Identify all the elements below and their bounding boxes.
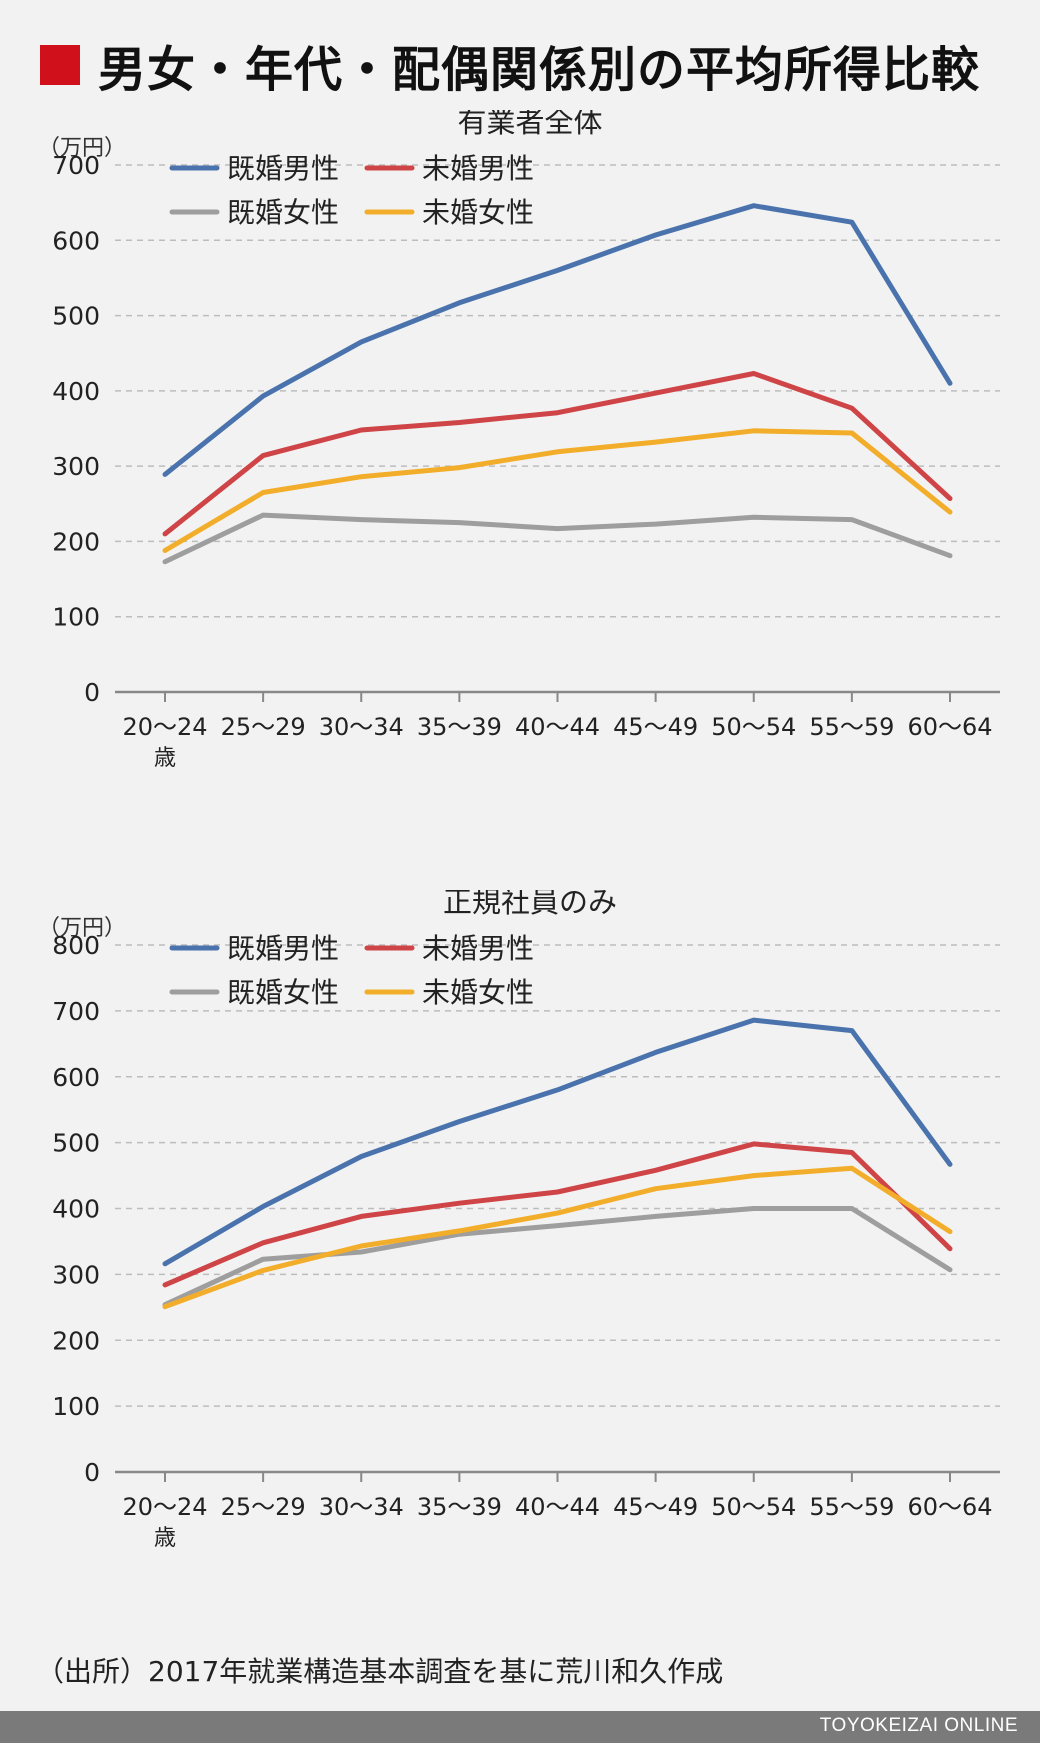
series-line [162,203,953,477]
x-tick-label: 35〜39 [417,713,502,741]
header: 男女・年代・配偶関係別の平均所得比較 [40,30,980,100]
chart-all-workers: 有業者全体 （万円） 0 100 200 300 400 500 600 700 20〜24 25〜2… [38,110,1000,771]
legend-label: 既婚男性 [227,932,339,965]
legend-label: 既婚女性 [227,976,339,1009]
x-tick-label: 30〜34 [319,713,404,741]
y-tick-label: 0 [84,678,100,707]
y-tick-label: 700 [52,151,100,180]
x-tick-label: 55〜59 [809,713,894,741]
x-tick-label: 50〜54 [711,713,796,741]
y-tick-label: 600 [52,226,100,255]
y-tick-label: 600 [52,1063,100,1092]
series-line [162,1141,953,1288]
red-square-icon [40,45,80,85]
y-tick-label: 800 [52,931,100,960]
legend-label: 未婚男性 [422,152,534,185]
y-tick-label: 300 [52,452,100,481]
y-tick-label: 500 [52,302,100,331]
y-unit-label: （万円） [38,136,126,161]
y-tick-label: 100 [52,603,100,632]
x-tick-label: 45〜49 [613,1493,698,1521]
x-tick-suffix: 歳 [154,1526,176,1551]
x-tick-label: 50〜54 [711,1493,796,1521]
x-tick-label: 40〜44 [515,713,600,741]
chart-title: 正規社員のみ [443,890,617,919]
y-tick-label: 0 [84,1458,100,1487]
legend-label: 未婚男性 [422,932,534,965]
brand-label: TOYOKEIZAI ONLINE [819,1715,1018,1736]
x-tick-label: 30〜34 [319,1493,404,1521]
x-tick-label: 35〜39 [417,1493,502,1521]
legend-label: 未婚女性 [422,196,534,229]
x-tick-label: 55〜59 [809,1493,894,1521]
series-line [162,1017,953,1267]
chart-regular-employees: 正規社員のみ （万円） 0 100 200 300 400 500 600 700 800 20〜24… [38,890,1000,1551]
x-tick-label: 25〜29 [221,713,306,741]
x-tick-label: 60〜64 [907,1493,992,1521]
y-tick-label: 200 [52,527,100,556]
y-tick-label: 200 [52,1326,100,1355]
x-tick-label: 25〜29 [221,1493,306,1521]
y-tick-label: 400 [52,377,100,406]
series-line [162,1165,953,1310]
y-tick-label: 700 [52,997,100,1026]
legend-label: 未婚女性 [422,976,534,1009]
series-line [162,371,953,537]
y-tick-label: 500 [52,1129,100,1158]
series-line [162,512,953,565]
source-note: （出所）2017年就業構造基本調査を基に荒川和久作成 [36,1655,724,1688]
x-tick-label: 40〜44 [515,1493,600,1521]
footer-bar: TOYOKEIZAI ONLINE [0,1711,1040,1743]
series-line [162,1206,953,1308]
chart-title: 有業者全体 [457,110,602,139]
legend-label: 既婚男性 [227,152,339,185]
y-tick-label: 100 [52,1392,100,1421]
y-tick-label: 400 [52,1195,100,1224]
x-tick-label: 45〜49 [613,713,698,741]
x-tick-label: 20〜24 [122,1493,207,1521]
x-tick-label: 60〜64 [907,713,992,741]
series-line [162,428,953,553]
x-tick-suffix: 歳 [154,746,176,771]
legend-label: 既婚女性 [227,196,339,229]
y-tick-label: 300 [52,1260,100,1289]
page-title: 男女・年代・配偶関係別の平均所得比較 [98,42,981,98]
y-unit-label: （万円） [38,916,126,941]
x-tick-label: 20〜24 [122,713,207,741]
